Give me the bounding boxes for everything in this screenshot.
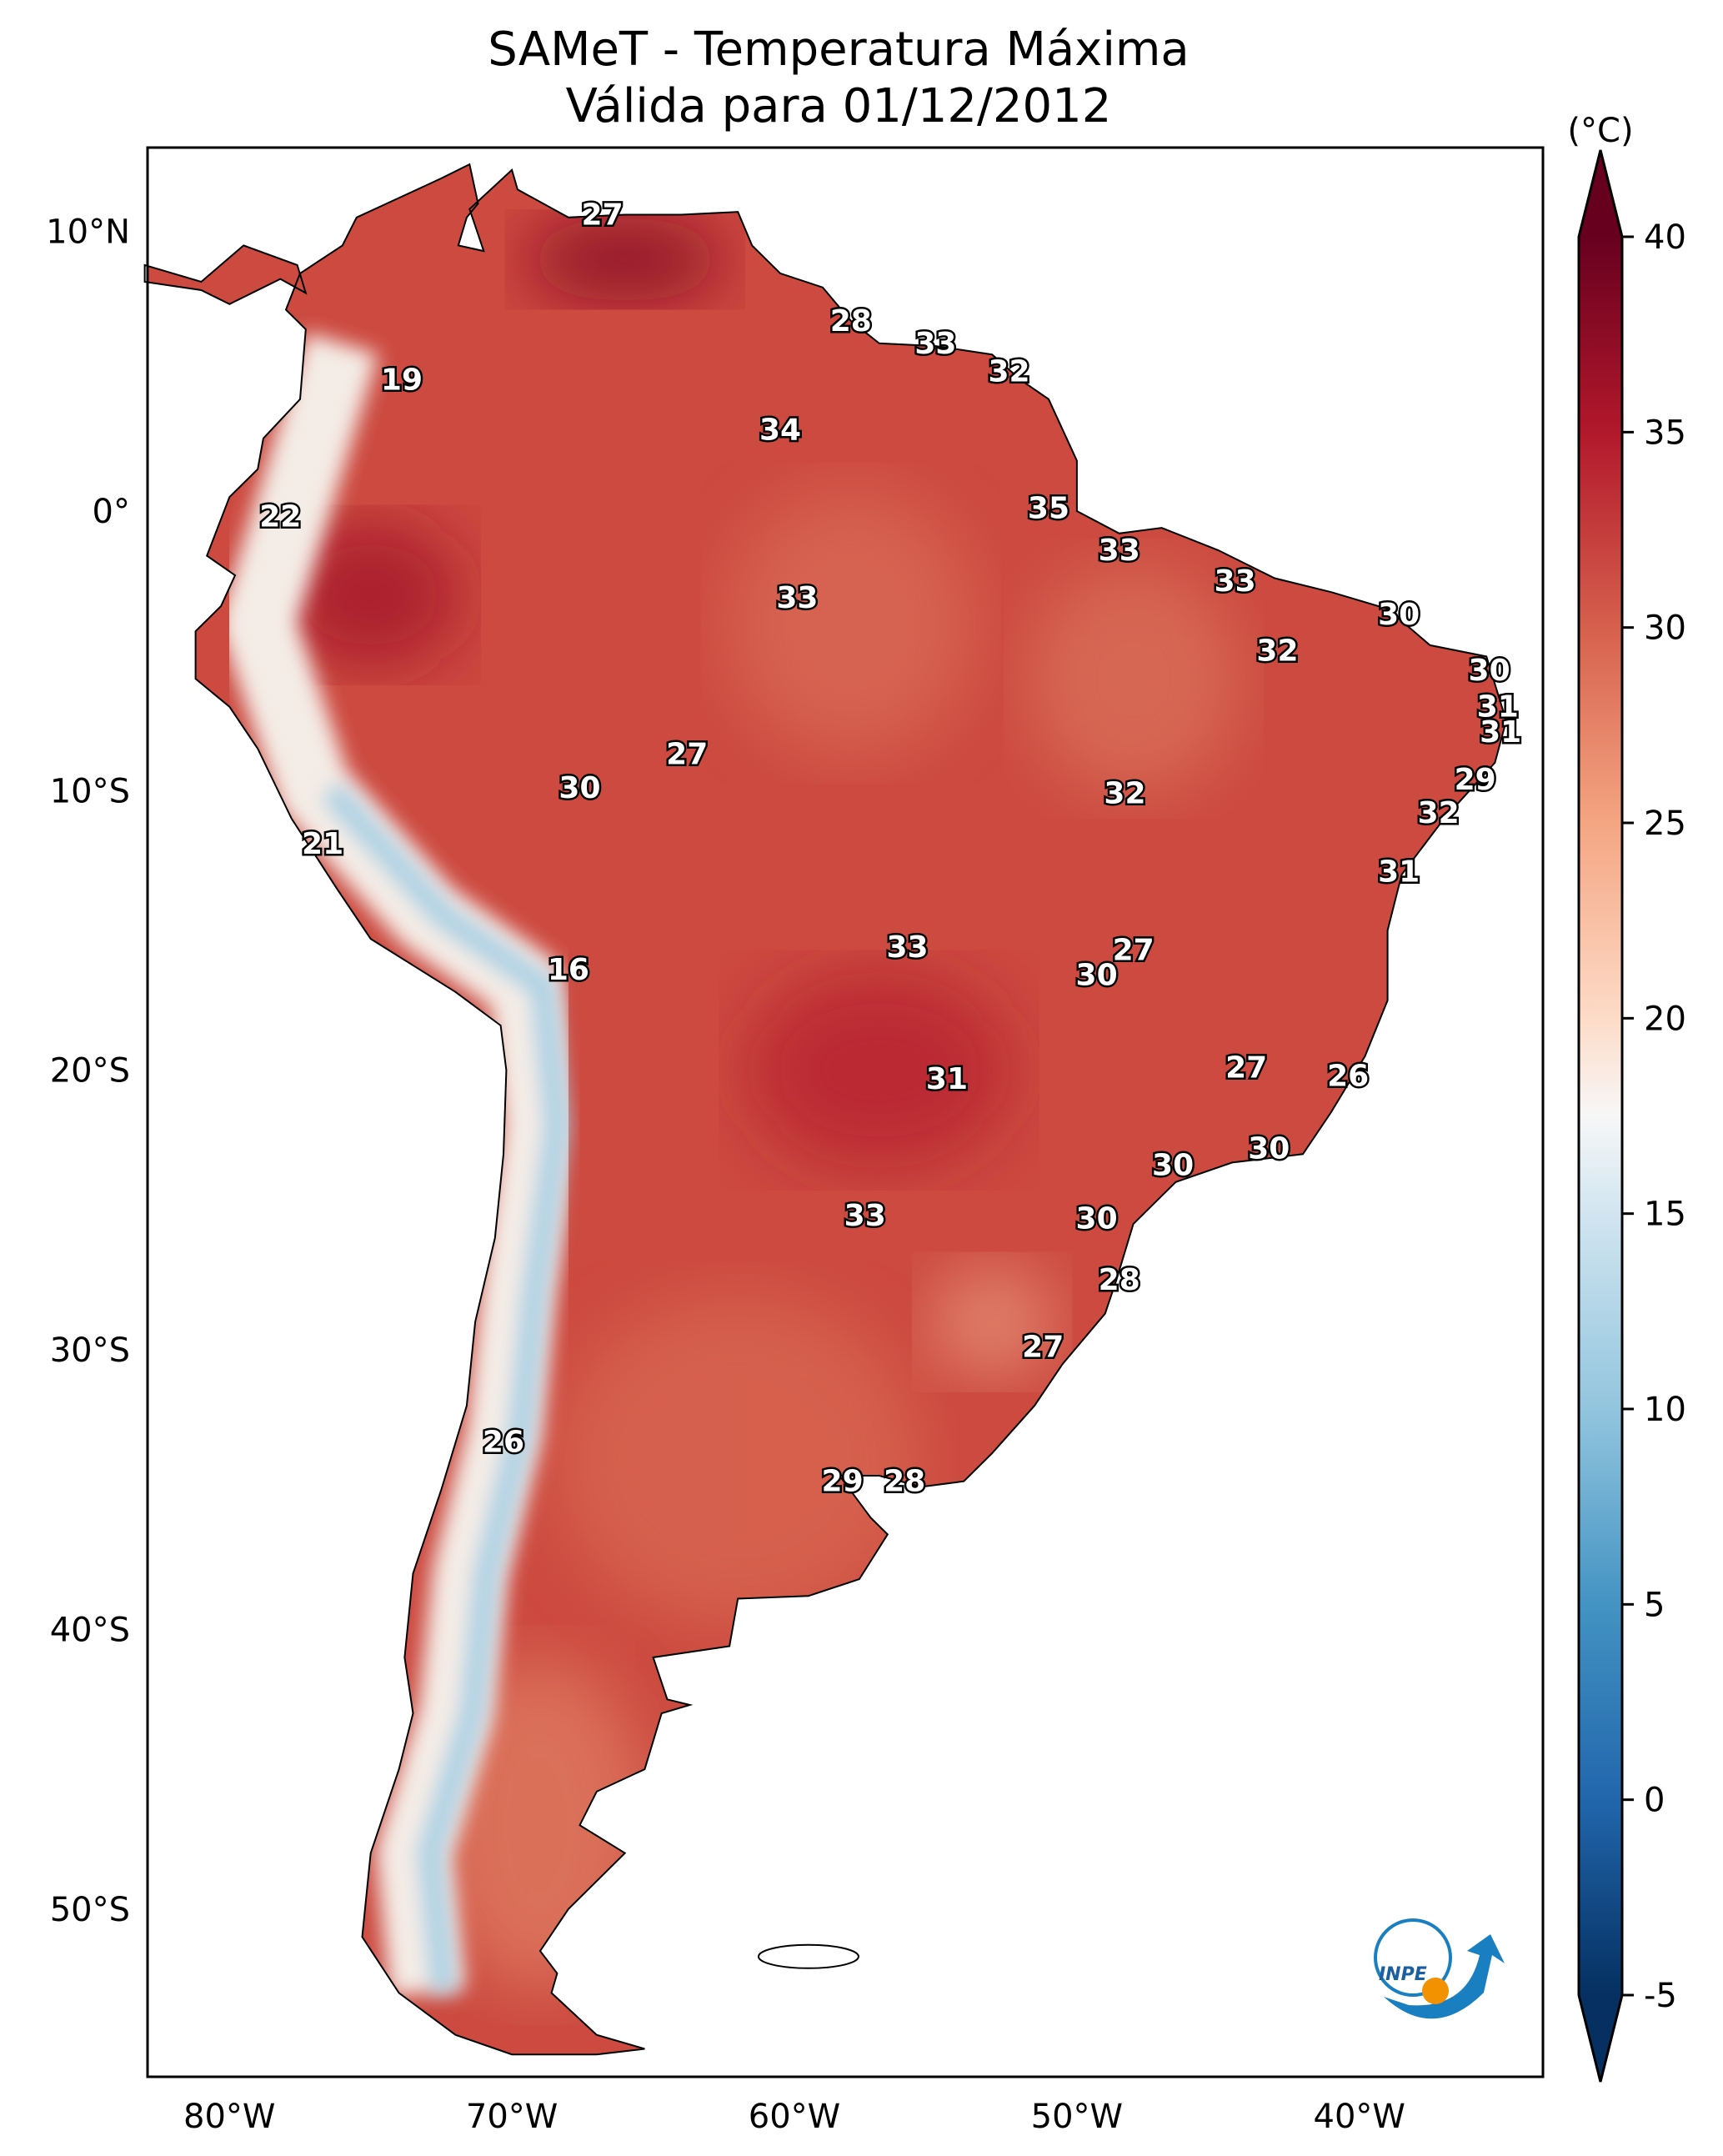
lat-tick-label: 10°S <box>50 772 130 810</box>
station-label: 21 <box>302 827 343 861</box>
lat-tick-label: 10°N <box>46 213 130 252</box>
lon-tick-label: 60°W <box>749 2098 840 2136</box>
colorbar-tick-label: 10 <box>1644 1391 1686 1429</box>
colorbar-tick-label: 40 <box>1644 218 1686 257</box>
station-label: 27 <box>666 738 708 772</box>
logo-sun-icon <box>1422 1978 1449 2004</box>
station-label: 26 <box>1327 1059 1369 1093</box>
warm-region <box>725 489 976 757</box>
station-label: 27 <box>1022 1331 1064 1365</box>
inpe-logo: INPE <box>1374 1918 1505 2019</box>
station-label: 34 <box>759 414 801 448</box>
temperature-field <box>148 164 1506 2055</box>
hot-region <box>278 519 463 670</box>
mild-region <box>554 1295 922 1629</box>
station-label: 26 <box>483 1426 524 1460</box>
map-axes: 80°W 70°W 60°W 50°W 40°W 10°N 0° 10°S 20°S 30°S 40… <box>46 213 1405 2136</box>
lat-tick-label: 50°S <box>50 1891 130 1929</box>
colorbar-tick-label: 5 <box>1644 1586 1665 1624</box>
station-label: 31 <box>926 1062 968 1096</box>
station-label: 33 <box>1099 534 1140 568</box>
station-label: 32 <box>1104 777 1145 811</box>
station-label: 30 <box>558 771 600 805</box>
falklands-outline <box>757 1943 859 1969</box>
lat-tick-label: 40°S <box>50 1611 130 1649</box>
station-label: 33 <box>886 930 928 965</box>
station-label: 27 <box>582 198 624 232</box>
colorbar-tick-label: 25 <box>1644 805 1686 843</box>
station-label: 30 <box>1378 598 1420 632</box>
colorbar-tick-label: 20 <box>1644 1000 1686 1038</box>
colorbar-min-extension <box>1579 1995 1622 2082</box>
colorbar-tick-label: -5 <box>1644 1977 1677 2015</box>
colorbar-tick-label: 30 <box>1644 609 1686 648</box>
station-label: 32 <box>1256 634 1298 669</box>
station-label: 27 <box>1225 1050 1267 1085</box>
lat-tick-label: 0° <box>93 493 130 531</box>
station-label: 33 <box>914 327 956 361</box>
coastline <box>143 163 1507 2056</box>
station-label: 33 <box>776 581 818 615</box>
station-label: 31 <box>1480 715 1521 750</box>
colorbar-unit-label: (°C) <box>1567 112 1633 150</box>
colorbar-max-extension <box>1579 150 1622 237</box>
map-frame <box>146 146 1545 2078</box>
station-label: 28 <box>1099 1263 1140 1297</box>
lon-tick-label: 70°W <box>466 2098 558 2136</box>
station-label: 30 <box>1152 1149 1194 1183</box>
coastline-path <box>143 163 1507 2056</box>
station-label: 27 <box>1113 933 1155 967</box>
hot-region <box>524 218 725 302</box>
lon-tick-label: 80°W <box>183 2098 275 2136</box>
lat-tick-label: 20°S <box>50 1052 130 1091</box>
station-label: 29 <box>822 1465 864 1499</box>
colorbar-body <box>1579 237 1622 1995</box>
station-label: 30 <box>1076 1201 1118 1236</box>
chart-title: SAMeT - Temperatura Máxima <box>488 23 1190 77</box>
station-label: 29 <box>1455 763 1496 797</box>
station-label: 30 <box>1469 654 1510 688</box>
chart-subtitle: Válida para 01/12/2012 <box>565 79 1112 133</box>
station-label: 31 <box>1477 690 1519 725</box>
colorbar: 40 35 30 25 20 15 10 5 0 -5 (°C) <box>1567 112 1686 2083</box>
lat-tick-label: 30°S <box>50 1331 130 1370</box>
lon-tick-label: 40°W <box>1314 2098 1405 2136</box>
station-label: 31 <box>1378 855 1420 890</box>
station-label: 22 <box>259 500 301 534</box>
station-label: 19 <box>381 363 423 397</box>
logo-ring-icon <box>1374 1918 1452 1997</box>
station-label: 32 <box>988 354 1029 389</box>
logo-arrow-icon <box>1384 1934 1505 2019</box>
warm-region <box>1024 562 1242 796</box>
station-label: 16 <box>548 953 589 987</box>
station-label: 33 <box>844 1199 886 1233</box>
colorbar-tick-label: 0 <box>1644 1782 1665 1820</box>
station-label: 30 <box>1248 1132 1290 1166</box>
colorbar-tick-label: 15 <box>1644 1196 1686 1234</box>
colorbar-tick-label: 35 <box>1644 414 1686 452</box>
station-label: 28 <box>884 1465 925 1499</box>
mild-region <box>925 1263 1059 1381</box>
station-label: 28 <box>830 304 872 338</box>
station-label: 32 <box>1418 796 1460 830</box>
station-label: 30 <box>1076 959 1118 993</box>
station-label: 35 <box>1028 492 1069 526</box>
logo-text: INPE <box>1379 1964 1427 1985</box>
lon-tick-label: 50°W <box>1031 2098 1123 2136</box>
andes-cold-core <box>322 782 569 1994</box>
hot-region <box>745 970 1013 1171</box>
andes-cool-band <box>220 332 579 1997</box>
station-label: 33 <box>1215 564 1256 599</box>
